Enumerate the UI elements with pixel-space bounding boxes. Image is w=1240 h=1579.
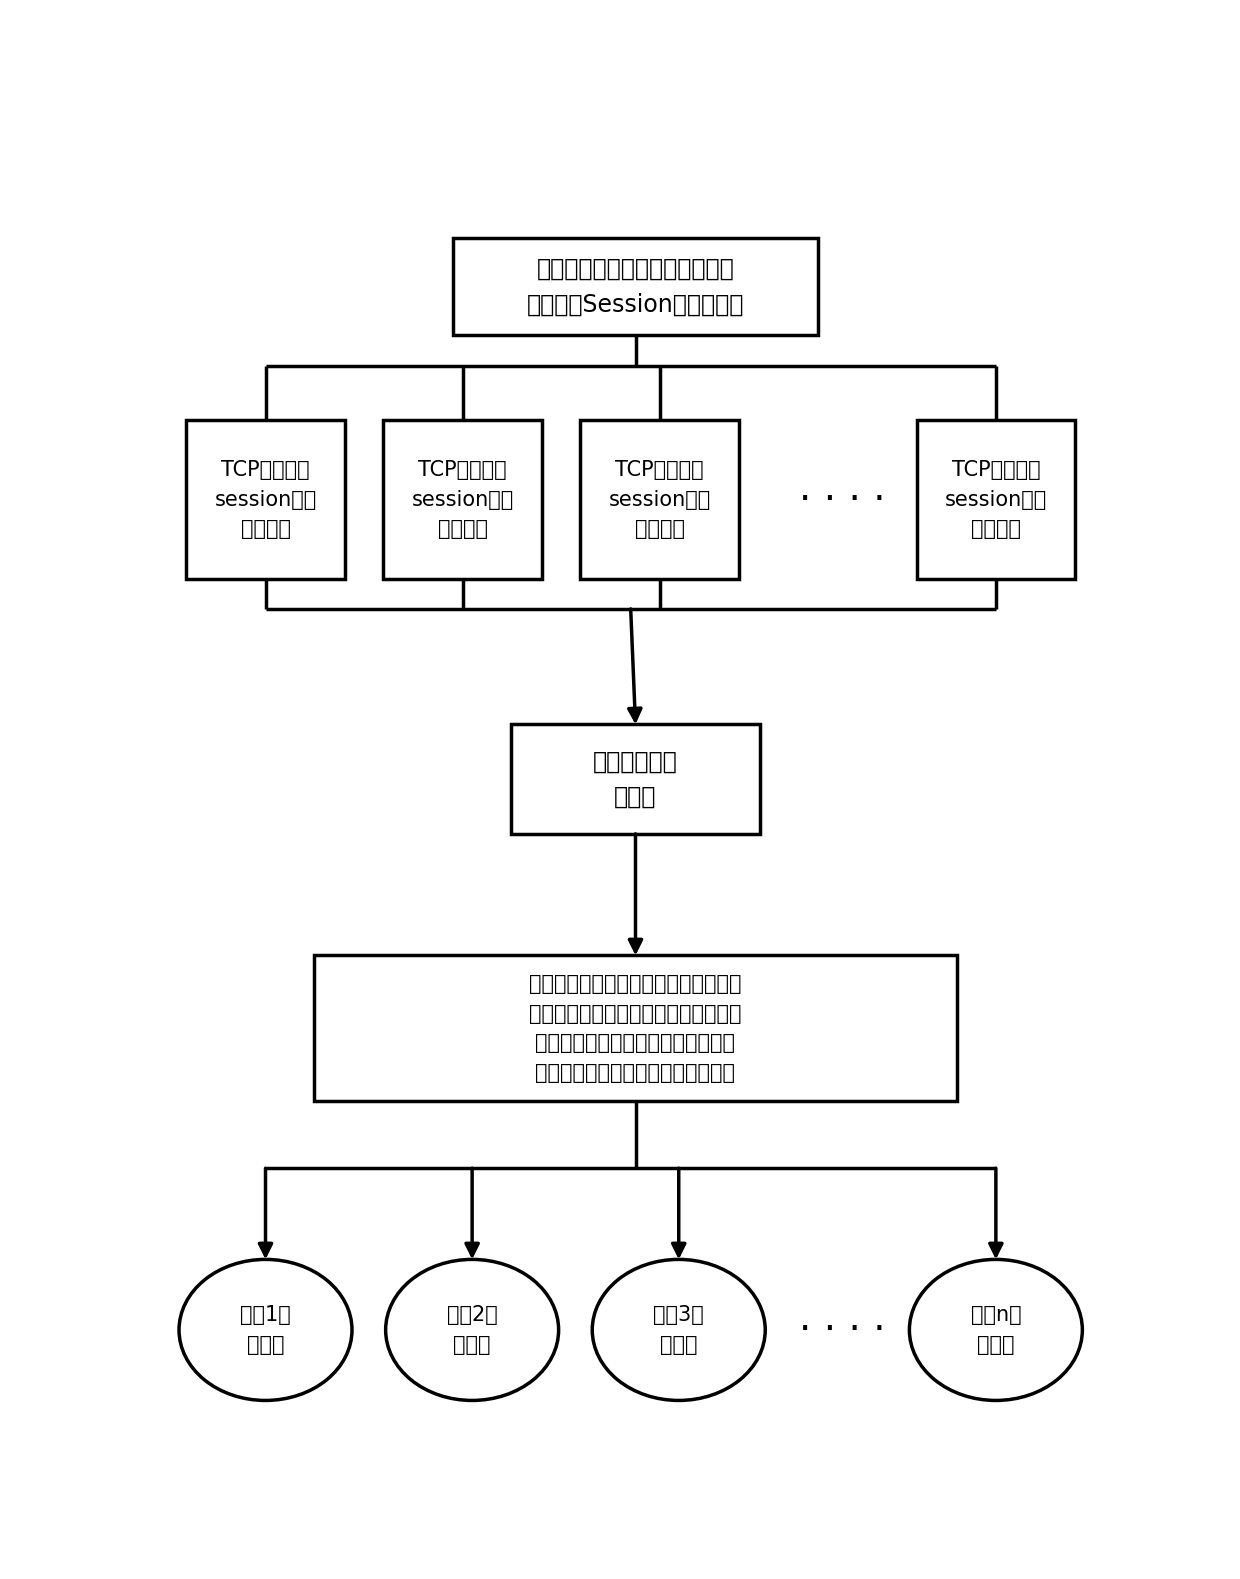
Text: 类型2处
理业务: 类型2处 理业务 [446, 1306, 497, 1355]
FancyBboxPatch shape [916, 420, 1075, 578]
Text: · · · ·: · · · · [799, 1311, 885, 1348]
Text: 类型n处
理业务: 类型n处 理业务 [971, 1306, 1022, 1355]
Ellipse shape [179, 1260, 352, 1401]
Text: TCP通讯通过
session进行
数据传输: TCP通讯通过 session进行 数据传输 [945, 459, 1047, 538]
Text: TCP通讯通过
session进行
数据传输: TCP通讯通过 session进行 数据传输 [412, 459, 513, 538]
FancyBboxPatch shape [511, 725, 760, 834]
Text: TCP通讯通过
session进行
数据传输: TCP通讯通过 session进行 数据传输 [215, 459, 316, 538]
FancyBboxPatch shape [383, 420, 542, 578]
Text: · · · ·: · · · · [799, 480, 885, 518]
Ellipse shape [593, 1260, 765, 1401]
FancyBboxPatch shape [314, 955, 957, 1102]
Text: 每一台设备与平台建立通讯都是
有独立的Session回话去管理: 每一台设备与平台建立通讯都是 有独立的Session回话去管理 [527, 257, 744, 316]
Text: 经过上述拼包得到完整报文后，进行解
析。基于统一的数据模型进行第一步解
析，再统一的数据模型中获取数据类
型，根据数据类型定制数据解析功能: 经过上述拼包得到完整报文后，进行解 析。基于统一的数据模型进行第一步解 析，再统… [529, 974, 742, 1083]
Ellipse shape [386, 1260, 558, 1401]
FancyBboxPatch shape [186, 420, 345, 578]
Text: 类型1处
理业务: 类型1处 理业务 [241, 1306, 291, 1355]
Text: 类型3处
理业务: 类型3处 理业务 [653, 1306, 704, 1355]
Text: 统一的拼包粘
包算法: 统一的拼包粘 包算法 [593, 750, 678, 808]
FancyBboxPatch shape [580, 420, 739, 578]
FancyBboxPatch shape [453, 238, 818, 335]
Text: TCP通讯通过
session进行
数据传输: TCP通讯通过 session进行 数据传输 [609, 459, 711, 538]
Ellipse shape [909, 1260, 1083, 1401]
